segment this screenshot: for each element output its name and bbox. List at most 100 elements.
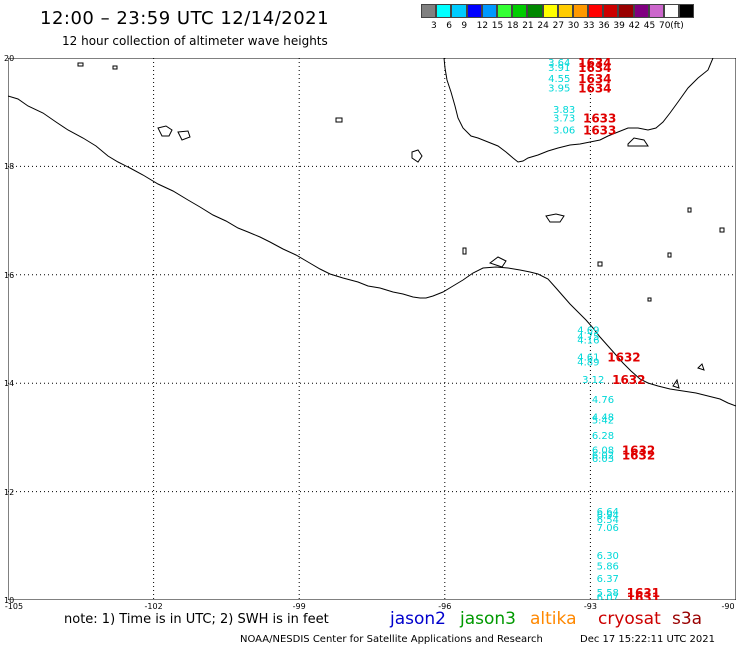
color-swatch [421, 4, 437, 18]
map-frame [8, 58, 736, 600]
obs-time-label: 1634 [578, 72, 611, 86]
swh-value: 6.08 [592, 445, 614, 456]
obs-time-label: 1634 [578, 58, 611, 70]
swh-value: 6.94 [597, 510, 619, 521]
swh-value: 4.75 [577, 332, 599, 343]
color-scale-label: 12 [476, 21, 489, 31]
color-scale-label: 6 [446, 21, 452, 31]
swh-value: 6.30 [597, 551, 619, 562]
obs-time-label: 1632 [612, 373, 645, 387]
swh-value: 6.02 [592, 451, 614, 462]
legend-item-jason2: jason2 [390, 609, 446, 629]
color-scale-unit: (ft) [670, 21, 684, 31]
color-swatch [557, 4, 573, 18]
obs-time-label: 1633 [583, 124, 616, 138]
swh-value: 6.07 [597, 593, 619, 600]
color-scale-label: 36 [598, 21, 610, 31]
legend-item-jason3: jason3 [460, 609, 516, 629]
obs-time-label: 1634 [578, 61, 611, 75]
swh-value: 7.06 [597, 523, 619, 534]
obs-time-label: 1631 [627, 586, 660, 600]
color-scale-label: 45 [643, 21, 656, 31]
swh-value: 4.89 [577, 358, 599, 369]
timestamp-text: Dec 17 15:22:11 UTC 2021 [580, 634, 715, 645]
color-swatch [466, 4, 482, 18]
longitude-label: -90 [721, 602, 735, 611]
swh-value: 5.42 [592, 416, 614, 427]
longitude-label: -93 [583, 602, 597, 611]
obs-time-label: 1632 [622, 449, 655, 463]
legend-item-cryosat: cryosat [598, 609, 661, 629]
islands [77, 62, 725, 389]
swh-value: 4.55 [548, 74, 570, 85]
latitude-label: 18 [4, 162, 15, 172]
color-swatch [512, 4, 528, 18]
map-subtitle: 12 hour collection of altimeter wave hei… [62, 34, 328, 48]
longitude-label: -96 [438, 602, 452, 611]
color-swatch [588, 4, 604, 18]
color-swatch [542, 4, 558, 18]
color-scale-label: 9 [461, 21, 468, 31]
swh-value: 6.28 [592, 431, 614, 442]
swh-value: 5.86 [597, 561, 619, 572]
swh-value: 6.54 [597, 515, 619, 526]
color-scale-bar [421, 4, 695, 18]
latitude-label: 14 [4, 379, 15, 389]
swh-value: 3.73 [553, 114, 575, 125]
swh-value: 4.76 [592, 395, 614, 406]
color-scale-label: 70 [659, 21, 671, 31]
lat-lon-grid [8, 58, 736, 600]
color-swatch [481, 4, 497, 18]
color-swatch [633, 4, 649, 18]
latitude-label: 20 [4, 54, 15, 63]
obs-time-label: 1634 [578, 81, 611, 95]
map-title: 12:00 – 23:59 UTC 12/14/2021 [40, 8, 330, 29]
gulf-coastline [443, 58, 714, 163]
color-scale-label: 27 [552, 21, 565, 31]
swh-value: 3.06 [553, 126, 575, 137]
color-scale-label: 18 [507, 21, 519, 31]
swh-value: 4.16 [577, 335, 599, 346]
swh-value: 6.64 [597, 507, 619, 518]
pacific-coastline [8, 95, 736, 407]
latitude-label: 16 [4, 270, 15, 280]
legend-item-s3a: s3a [672, 609, 703, 629]
color-scale-label: 15 [491, 21, 504, 31]
color-scale-label: 39 [613, 21, 625, 31]
color-swatch [496, 4, 513, 18]
swh-value: 3.91 [548, 63, 570, 74]
color-swatch [451, 4, 467, 18]
obs-time-label: 1632 [607, 351, 640, 365]
longitude-label: -99 [292, 602, 306, 611]
color-swatch [618, 4, 634, 18]
color-scale-label: 21 [522, 21, 534, 31]
color-swatch [603, 4, 619, 18]
color-swatch [664, 4, 680, 18]
longitude-label: -102 [144, 602, 163, 611]
color-swatch [436, 4, 452, 18]
credit-text: NOAA/NESDIS Center for Satellite Applica… [240, 634, 543, 645]
color-scale-label: 24 [537, 21, 549, 31]
color-swatch [648, 4, 664, 18]
swh-value: 6.37 [597, 574, 619, 585]
obs-time-label: 1633 [583, 112, 616, 126]
obs-time-label: 1632 [622, 443, 655, 457]
longitude-label: -105 [4, 602, 24, 611]
latitude-label: 10 [4, 596, 15, 605]
color-swatch [572, 4, 589, 18]
note-text: note: 1) Time is in UTC; 2) SWH is in fe… [64, 612, 329, 627]
swh-value: 3.95 [548, 83, 570, 94]
obs-time-label: 1631 [627, 591, 660, 600]
swh-value: 5.58 [597, 588, 619, 599]
color-swatch [679, 4, 695, 18]
color-scale-label: 33 [583, 21, 595, 31]
swh-value: 4.61 [577, 353, 599, 364]
latitude-label: 12 [4, 487, 15, 497]
color-scale-label: 3 [431, 21, 437, 31]
legend-item-altika: altika [530, 609, 577, 629]
color-scale-label: 30 [567, 21, 580, 31]
color-scale-label: 42 [628, 21, 641, 31]
color-swatch [527, 4, 543, 18]
